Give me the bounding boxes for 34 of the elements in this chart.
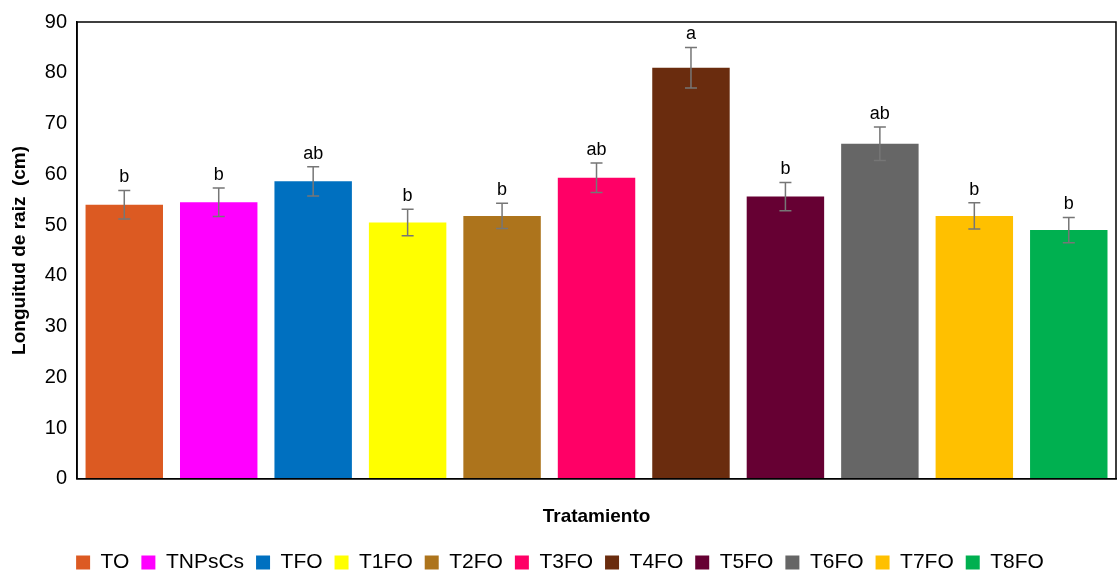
data-label: ab bbox=[869, 103, 890, 124]
y-tick-label: 10 bbox=[44, 415, 68, 438]
legend-label: TO bbox=[100, 549, 130, 573]
y-tick-label: 20 bbox=[44, 364, 68, 387]
legend-label: T2FO bbox=[449, 549, 503, 573]
y-tick-label: 90 bbox=[44, 9, 68, 32]
y-tick-label: 50 bbox=[44, 212, 68, 235]
data-label: b bbox=[402, 185, 413, 206]
legend-label: T7FO bbox=[900, 549, 954, 573]
legend-label: T5FO bbox=[719, 549, 774, 573]
y-tick-label: 30 bbox=[44, 314, 68, 337]
data-label: b bbox=[119, 166, 130, 187]
data-label: ab bbox=[586, 139, 607, 160]
data-label: b bbox=[780, 158, 791, 179]
y-tick-label: 60 bbox=[44, 161, 68, 184]
data-label: b bbox=[969, 178, 980, 199]
y-axis-title: Longuitud de raiz (cm) bbox=[7, 145, 29, 355]
legend-label: T6FO bbox=[809, 549, 864, 573]
y-tick-label: 70 bbox=[44, 111, 68, 134]
data-label: ab bbox=[303, 142, 324, 163]
data-label: b bbox=[213, 163, 224, 184]
legend-label: TFO bbox=[280, 549, 323, 573]
legend-label: T8FO bbox=[990, 549, 1044, 573]
data-label: a bbox=[685, 23, 697, 44]
legend-label: T1FO bbox=[359, 549, 413, 573]
x-axis-title: Tratamiento bbox=[542, 504, 651, 526]
legend-label: T4FO bbox=[629, 549, 684, 573]
y-tick-label: 0 bbox=[55, 466, 68, 489]
y-tick-label: 80 bbox=[44, 60, 68, 83]
data-label: b bbox=[497, 179, 508, 200]
data-label: b bbox=[1063, 193, 1074, 214]
legend-label: T3FO bbox=[539, 549, 594, 573]
legend-label: TNPsCs bbox=[165, 549, 245, 573]
y-tick-label: 40 bbox=[44, 263, 68, 286]
